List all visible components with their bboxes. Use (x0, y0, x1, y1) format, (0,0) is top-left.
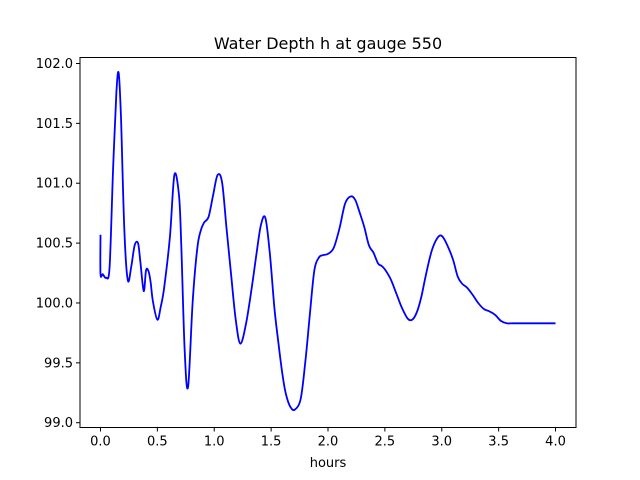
x-tick-label: 4.0 (545, 435, 566, 450)
x-axis-label: hours (310, 456, 347, 471)
y-tick-label: 99.5 (44, 356, 73, 371)
x-tick-label: 2.0 (318, 435, 339, 450)
y-tick-label: 99.0 (44, 416, 73, 431)
x-tick-label: 1.0 (204, 435, 225, 450)
y-axis: 99.0 99.5 100.0 100.5 101.0 101.5 102.0 (36, 57, 80, 431)
series-layer (99, 71, 556, 411)
plot-frame (79, 57, 577, 428)
chart-title: Water Depth h at gauge 550 (214, 34, 442, 53)
y-tick-label: 100.0 (36, 296, 73, 311)
series-line (99, 71, 556, 411)
y-tick-label: 101.5 (36, 117, 73, 132)
x-tick-label: 2.5 (375, 435, 396, 450)
x-axis: 0.0 0.5 1.0 1.5 2.0 2.5 3.0 3.5 4.0 (90, 427, 566, 450)
y-tick-label: 102.0 (36, 57, 73, 72)
x-tick-label: 3.0 (431, 435, 452, 450)
y-tick-label: 100.5 (36, 237, 73, 252)
x-tick-label: 0.0 (90, 435, 111, 450)
y-tick-label: 101.0 (36, 177, 73, 192)
x-tick-label: 0.5 (147, 435, 168, 450)
x-tick-label: 1.5 (261, 435, 282, 450)
x-tick-label: 3.5 (488, 435, 509, 450)
